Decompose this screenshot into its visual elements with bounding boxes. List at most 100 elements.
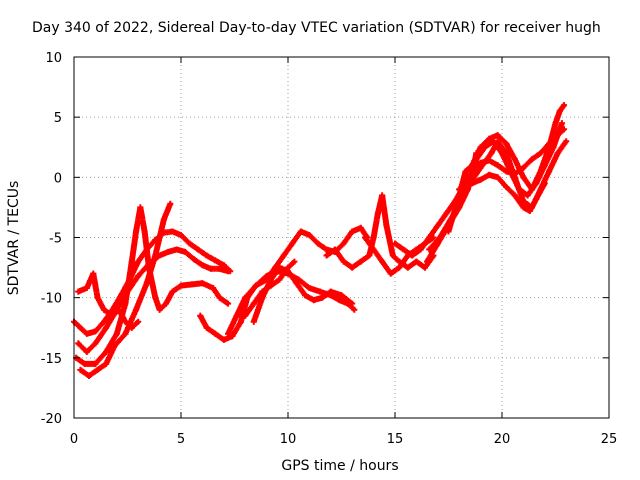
series-tracks-i <box>242 258 298 319</box>
data-point <box>252 282 259 289</box>
data-point <box>92 340 99 347</box>
y-tick-label: 10 <box>45 51 62 66</box>
data-point <box>357 224 364 231</box>
data-point <box>122 318 129 325</box>
data-point <box>494 132 501 139</box>
data-point <box>434 222 441 229</box>
data-point <box>141 228 148 235</box>
data-point <box>178 282 184 289</box>
data-point <box>135 273 142 280</box>
data-point <box>503 140 510 147</box>
data-point <box>477 144 484 151</box>
data-point <box>210 285 217 292</box>
data-point <box>197 312 204 319</box>
data-point <box>558 120 565 127</box>
data-point <box>336 297 343 304</box>
series-tracks-o <box>445 102 568 235</box>
data-point <box>109 312 116 319</box>
data-point <box>413 258 420 265</box>
data-point <box>267 282 274 289</box>
data-point <box>302 292 309 299</box>
data-point <box>212 330 219 337</box>
data-point <box>195 246 202 253</box>
data-point <box>494 162 501 169</box>
data-point <box>541 180 548 187</box>
data-point <box>77 366 84 373</box>
y-tick-label: -20 <box>41 412 62 427</box>
data-point <box>477 164 484 171</box>
x-tick-label: 5 <box>177 432 185 447</box>
data-point <box>520 174 527 181</box>
x-axis-label: GPS time / hours <box>281 458 398 474</box>
data-point <box>556 108 563 115</box>
data-point <box>362 234 369 241</box>
data-point <box>477 176 484 183</box>
data-point <box>237 318 244 325</box>
data-point <box>379 192 386 199</box>
y-axis-label: SDTVAR / TECUs <box>6 181 22 296</box>
data-point <box>77 324 84 331</box>
data-point <box>306 285 313 292</box>
y-tick-label: -15 <box>41 352 62 367</box>
data-point <box>173 246 180 253</box>
data-point <box>169 288 176 295</box>
data-point <box>332 246 339 253</box>
data-point <box>163 300 170 307</box>
data-point <box>396 264 403 271</box>
data-point <box>100 306 107 313</box>
data-point <box>199 280 206 287</box>
data-point <box>225 300 232 307</box>
data-point <box>143 280 150 287</box>
data-point <box>488 150 495 157</box>
data-point <box>75 340 82 347</box>
data-point <box>323 252 330 259</box>
data-point <box>370 246 377 253</box>
data-point <box>546 144 553 151</box>
data-point <box>503 183 510 190</box>
data-point <box>81 360 88 367</box>
data-point <box>443 210 450 217</box>
data-point <box>229 333 236 340</box>
data-point <box>280 252 287 259</box>
data-point <box>445 228 452 235</box>
data-point <box>122 330 129 337</box>
data-point <box>317 288 324 295</box>
data-point <box>83 285 90 292</box>
data-point <box>404 264 411 271</box>
data-point <box>349 228 356 235</box>
data-point <box>351 306 358 313</box>
y-tick-label: 0 <box>54 171 62 186</box>
x-tick-label: 0 <box>70 432 78 447</box>
series-tracks-e <box>75 270 142 331</box>
data-point <box>469 180 476 187</box>
x-tick-label: 20 <box>494 432 511 447</box>
data-point <box>462 168 469 175</box>
data-point <box>417 246 424 253</box>
data-point <box>426 234 433 241</box>
data-point <box>225 268 232 275</box>
data-point <box>103 348 110 355</box>
tick-layer: 0 5 10 15 20 25 -20 -15 -10 -5 0 5 10 <box>41 51 618 447</box>
data-point <box>503 150 510 157</box>
data-point <box>291 258 298 265</box>
data-point <box>554 150 561 157</box>
data-point <box>524 192 531 199</box>
data-point <box>115 306 122 313</box>
data-point <box>469 174 476 181</box>
data-point <box>520 204 527 211</box>
data-point <box>323 246 330 253</box>
data-point <box>122 300 129 307</box>
data-point <box>552 120 559 127</box>
data-point <box>494 138 501 145</box>
data-point <box>366 252 373 259</box>
data-point <box>111 342 118 349</box>
data-point <box>178 232 184 239</box>
data-point <box>436 234 443 241</box>
data-point <box>486 135 493 142</box>
data-point <box>75 288 82 295</box>
x-tick-label: 10 <box>280 432 297 447</box>
data-point <box>319 294 326 301</box>
data-point <box>267 276 274 283</box>
